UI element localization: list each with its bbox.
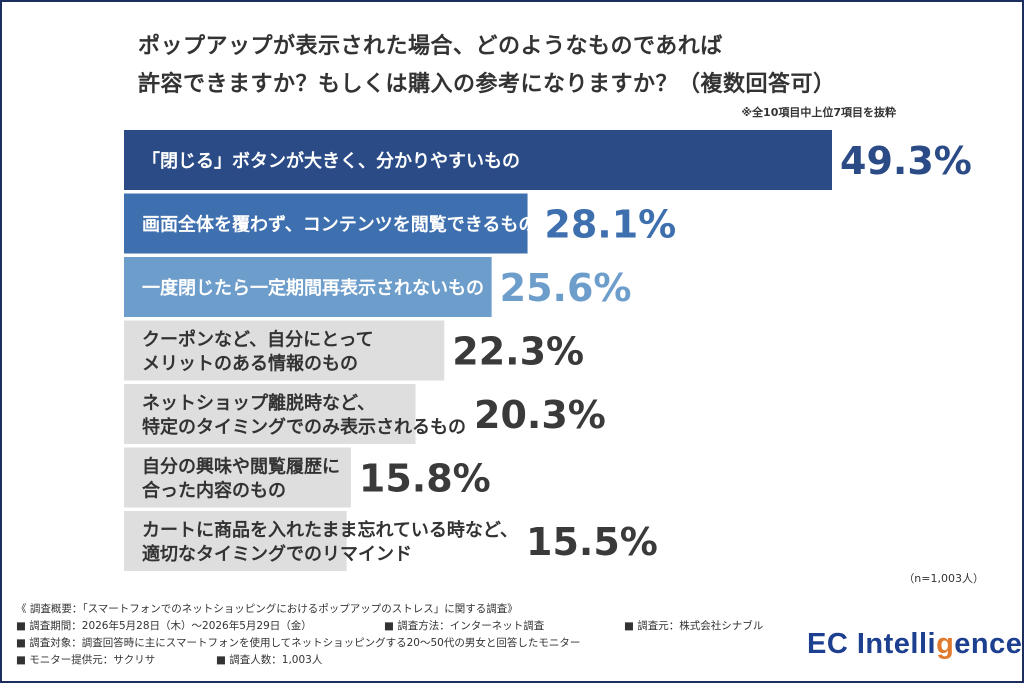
survey-period: ■ 調査期間：2026年5月28日（木）〜2026年5月29日（金） xyxy=(16,620,312,632)
survey-source: ■ 調査元：株式会社シナブル xyxy=(624,620,764,632)
category-label-3: 一度閉じたら一定期間再表示されないもの xyxy=(142,277,484,299)
value-label-6: 15.8% xyxy=(359,457,491,501)
bar-4 xyxy=(124,320,445,381)
value-label-4: 22.3% xyxy=(452,330,584,374)
category-label-2: 画面全体を覆わず、コンテンツを閲覧できるもの xyxy=(142,214,536,236)
survey-title: 《 調査概要：「スマートフォンでのネットショッピングにおけるポップアップのストレ… xyxy=(16,603,518,615)
category-label-6: 自分の興味や閲覧履歴に合った内容のもの xyxy=(142,456,340,502)
bar-3 xyxy=(124,257,492,317)
bar-1 xyxy=(124,130,832,190)
value-label-2: 28.1% xyxy=(544,203,676,247)
chart-title-line-1: ポップアップが表示された場合、どのようなものであれば xyxy=(138,34,723,59)
category-label-1: 「閉じる」ボタンが大きく、分かりやすいもの xyxy=(142,150,520,172)
survey-meta-row-2: ■ モニター提供元：サクリサ ■ 調査人数：1,003人 xyxy=(16,652,796,669)
chart-note: ※全10項目中上位7項目を抜粋 xyxy=(741,106,896,119)
chart-title: ポップアップが表示された場合、どのようなものであれば 許容できますか？もしくは購… xyxy=(138,28,938,104)
category-label-4: クーポンなど、自分にとってメリットのある情報のもの xyxy=(142,329,374,375)
value-label-7: 15.5% xyxy=(526,520,658,564)
survey-monitor: ■ モニター提供元：サクリサ xyxy=(16,654,156,666)
bar-6 xyxy=(124,447,351,508)
survey-meta-row-1: ■ 調査期間：2026年5月28日（木）〜2026年5月29日（金） ■ 調査方… xyxy=(16,618,796,635)
bar-2 xyxy=(124,193,528,254)
chart-title-line-2: 許容できますか？もしくは購入の参考になりますか？（複数回答可） xyxy=(138,72,836,97)
survey-footer: 《 調査概要：「スマートフォンでのネットショッピングにおけるポップアップのストレ… xyxy=(16,601,796,669)
survey-count: ■ 調査人数：1,003人 xyxy=(216,654,323,666)
survey-method: ■ 調査方法：インターネット調査 xyxy=(384,620,545,632)
survey-target: ■ 調査対象：調査回答時に主にスマートフォンを使用してネットショッピングする20… xyxy=(16,637,581,649)
sample-size-label: （n=1,003人） xyxy=(903,572,984,585)
category-label-5: ネットショップ離脱時など、特定のタイミングでのみ表示されるもの xyxy=(142,392,466,438)
bar-chart: 「閉じる」ボタンが大きく、分かりやすいもの 49.3% 画面全体を覆わず、コンテンツ… xyxy=(124,130,972,571)
value-label-3: 25.6% xyxy=(500,266,632,310)
logo-accent-letter: g xyxy=(936,628,955,660)
bar-5 xyxy=(124,384,416,444)
value-label-5: 20.3% xyxy=(474,393,606,437)
value-label-1: 49.3% xyxy=(840,139,972,183)
logo-text-after: ence xyxy=(954,628,1023,660)
brand-logo: EC Intelligence xyxy=(807,628,1022,661)
category-label-7: カートに商品を入れたまま忘れている時など、適切なタイミングでのリマインド xyxy=(142,519,518,565)
bar-7 xyxy=(124,511,347,571)
logo-text-before: EC Intelli xyxy=(807,628,937,660)
